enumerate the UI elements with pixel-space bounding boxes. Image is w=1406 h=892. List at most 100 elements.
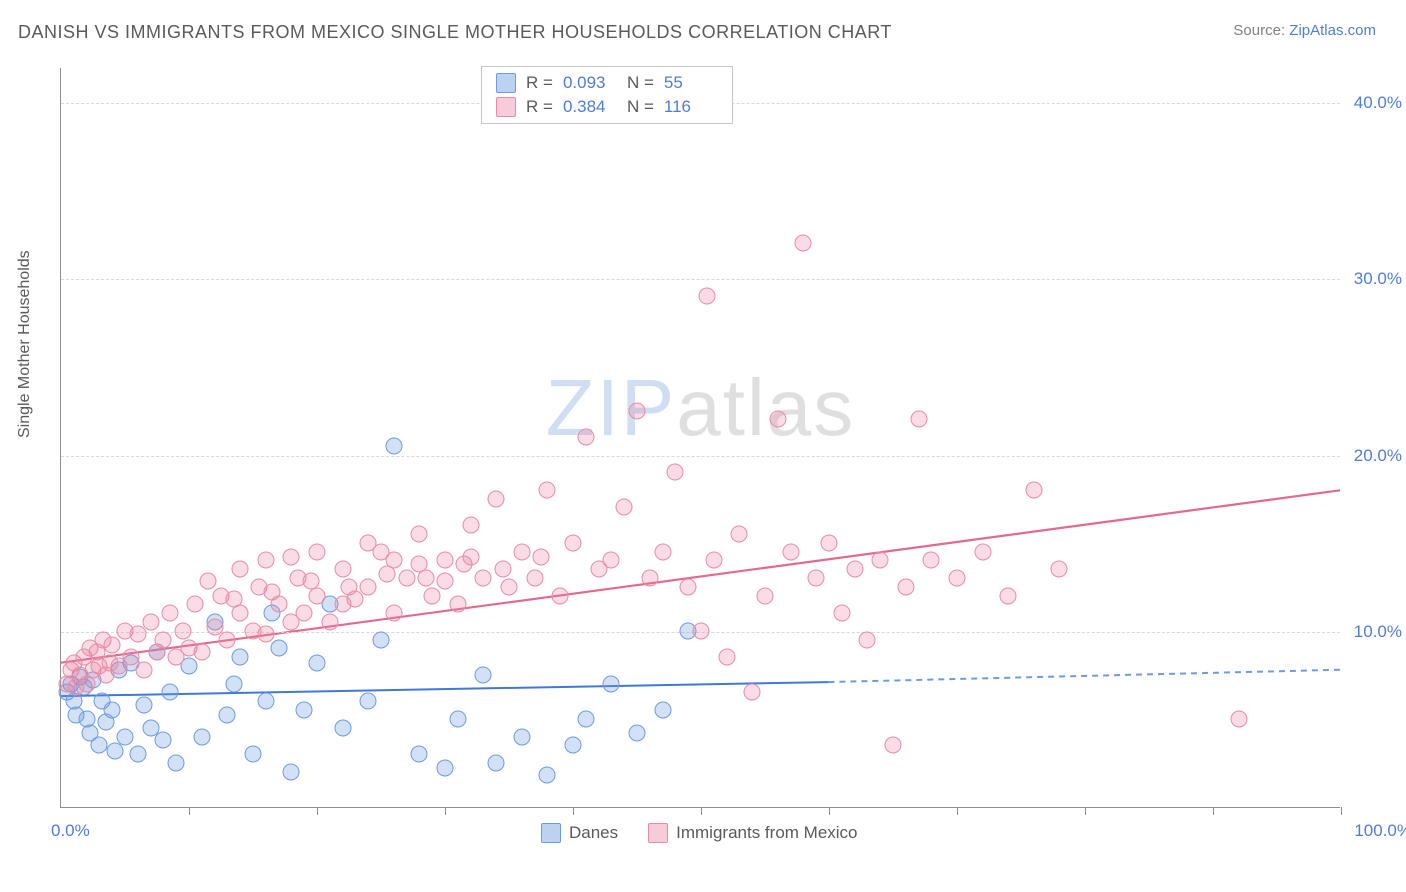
data-point bbox=[539, 481, 556, 498]
data-point bbox=[283, 548, 300, 565]
legend-label-mexico: Immigrants from Mexico bbox=[676, 823, 857, 843]
data-point bbox=[699, 288, 716, 305]
data-point bbox=[264, 584, 281, 601]
data-point bbox=[872, 552, 889, 569]
data-point bbox=[795, 235, 812, 252]
data-point bbox=[225, 591, 242, 608]
chart-header: DANISH VS IMMIGRANTS FROM MEXICO SINGLE … bbox=[0, 0, 1406, 53]
data-point bbox=[693, 622, 710, 639]
data-point bbox=[462, 548, 479, 565]
data-point bbox=[193, 728, 210, 745]
y-tick-label: 40.0% bbox=[1354, 93, 1402, 113]
data-point bbox=[106, 742, 123, 759]
n-value-mexico: 116 bbox=[664, 97, 718, 117]
data-point bbox=[1230, 710, 1247, 727]
data-point bbox=[385, 437, 402, 454]
watermark-atlas: atlas bbox=[676, 363, 855, 452]
data-point bbox=[654, 543, 671, 560]
x-tick bbox=[1341, 807, 1342, 815]
data-point bbox=[513, 543, 530, 560]
data-point bbox=[437, 760, 454, 777]
swatch-pink-icon bbox=[648, 823, 668, 843]
data-point bbox=[411, 555, 428, 572]
data-point bbox=[449, 596, 466, 613]
y-tick-label: 30.0% bbox=[1354, 269, 1402, 289]
data-point bbox=[341, 578, 358, 595]
data-point bbox=[1051, 561, 1068, 578]
data-point bbox=[309, 654, 326, 671]
data-point bbox=[360, 534, 377, 551]
data-point bbox=[257, 626, 274, 643]
data-point bbox=[910, 411, 927, 428]
data-point bbox=[501, 578, 518, 595]
data-point bbox=[136, 661, 153, 678]
data-point bbox=[437, 573, 454, 590]
data-point bbox=[949, 569, 966, 586]
n-value-danes: 55 bbox=[664, 73, 718, 93]
data-point bbox=[782, 543, 799, 560]
data-point bbox=[1025, 481, 1042, 498]
data-point bbox=[257, 693, 274, 710]
data-point bbox=[334, 719, 351, 736]
data-point bbox=[757, 587, 774, 604]
n-label: N = bbox=[627, 73, 654, 93]
swatch-blue-icon bbox=[496, 73, 516, 93]
x-tick bbox=[445, 807, 446, 815]
data-point bbox=[1000, 587, 1017, 604]
data-point bbox=[411, 525, 428, 542]
data-point bbox=[155, 631, 172, 648]
data-point bbox=[219, 707, 236, 724]
data-point bbox=[705, 552, 722, 569]
source-prefix: Source: bbox=[1233, 22, 1289, 39]
data-point bbox=[885, 737, 902, 754]
x-tick bbox=[317, 807, 318, 815]
data-point bbox=[462, 517, 479, 534]
data-point bbox=[475, 666, 492, 683]
swatch-blue-icon bbox=[541, 823, 561, 843]
data-point bbox=[360, 578, 377, 595]
legend-item-mexico[interactable]: Immigrants from Mexico bbox=[648, 823, 857, 843]
data-point bbox=[654, 702, 671, 719]
data-point bbox=[334, 561, 351, 578]
data-point bbox=[373, 631, 390, 648]
data-point bbox=[667, 464, 684, 481]
data-point bbox=[232, 649, 249, 666]
data-point bbox=[245, 746, 262, 763]
data-point bbox=[117, 728, 134, 745]
data-point bbox=[533, 548, 550, 565]
data-point bbox=[488, 490, 505, 507]
n-label: N = bbox=[627, 97, 654, 117]
data-point bbox=[187, 596, 204, 613]
data-point bbox=[321, 614, 338, 631]
legend-series: Danes Immigrants from Mexico bbox=[541, 823, 858, 843]
watermark-zip: ZIP bbox=[546, 363, 676, 452]
data-point bbox=[846, 561, 863, 578]
data-point bbox=[565, 737, 582, 754]
data-point bbox=[437, 552, 454, 569]
data-point bbox=[577, 429, 594, 446]
data-point bbox=[360, 693, 377, 710]
source-link[interactable]: ZipAtlas.com bbox=[1289, 22, 1376, 39]
legend-stats-row-danes: R = 0.093 N = 55 bbox=[496, 71, 718, 95]
data-point bbox=[309, 543, 326, 560]
x-tick bbox=[957, 807, 958, 815]
legend-stats-row-mexico: R = 0.384 N = 116 bbox=[496, 95, 718, 119]
x-axis-max-label: 100.0% bbox=[1354, 821, 1406, 841]
data-point bbox=[283, 763, 300, 780]
data-point bbox=[641, 569, 658, 586]
data-point bbox=[923, 552, 940, 569]
scatter-plot: R = 0.093 N = 55 R = 0.384 N = 116 ZIPat… bbox=[60, 68, 1340, 808]
data-point bbox=[296, 605, 313, 622]
data-point bbox=[744, 684, 761, 701]
data-point bbox=[552, 587, 569, 604]
r-label: R = bbox=[526, 97, 553, 117]
data-point bbox=[104, 702, 121, 719]
data-point bbox=[270, 640, 287, 657]
data-point bbox=[821, 534, 838, 551]
data-point bbox=[833, 605, 850, 622]
y-tick-label: 10.0% bbox=[1354, 622, 1402, 642]
trendlines-layer bbox=[61, 68, 1340, 807]
legend-item-danes[interactable]: Danes bbox=[541, 823, 618, 843]
data-point bbox=[539, 767, 556, 784]
data-point bbox=[193, 643, 210, 660]
